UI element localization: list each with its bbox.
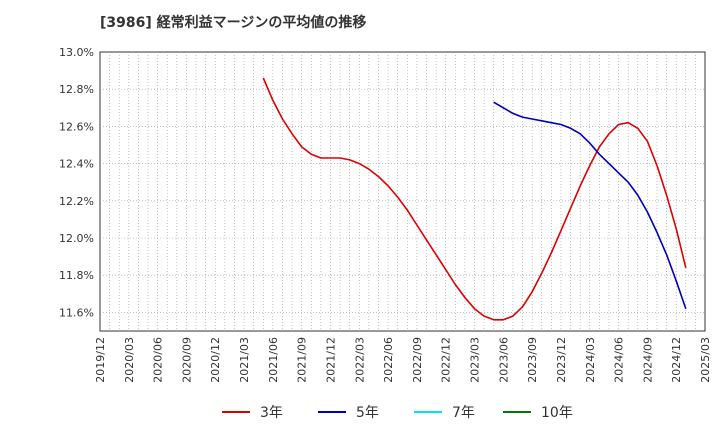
x-tick-label: 2020/03: [123, 337, 136, 383]
legend-swatch: [414, 411, 442, 413]
legend-label: 10年: [541, 405, 573, 421]
series-line-3年: [262, 77, 687, 321]
y-axis: 13.0% 12.8% 12.6% 12.4% 12.2% 12.0% 11.8% 11.6%: [59, 46, 94, 319]
x-tick-label: 2024/12: [670, 337, 683, 383]
y-tick-label: 11.6%: [59, 306, 94, 319]
legend-label: 3年: [260, 405, 283, 421]
series-lines: [262, 77, 687, 321]
y-tick-label: 11.8%: [59, 269, 94, 282]
y-tick-label: 13.0%: [59, 46, 94, 59]
legend-item: 3年: [222, 402, 283, 422]
legend-label: 5年: [356, 405, 379, 421]
y-tick-label: 12.4%: [59, 158, 94, 171]
legend-swatch: [222, 411, 250, 413]
y-tick-label: 12.2%: [59, 195, 94, 208]
legend-swatch: [503, 411, 531, 413]
x-tick-label: 2020/12: [209, 337, 222, 383]
x-tick-label: 2020/06: [152, 337, 165, 383]
y-tick-label: 12.6%: [59, 120, 94, 133]
x-tick-label: 2022/12: [440, 337, 453, 383]
plot-area: [99, 51, 706, 332]
series-line-5年: [493, 101, 687, 309]
x-tick-label: 2019/12: [94, 337, 107, 383]
legend-swatch: [318, 411, 346, 413]
x-tick-label: 2024/09: [641, 337, 654, 383]
y-tick-label: 12.8%: [59, 83, 94, 96]
grid: [100, 52, 705, 331]
x-tick-label: 2024/06: [613, 337, 626, 383]
x-tick-label: 2023/03: [469, 337, 482, 383]
x-tick-label: 2020/09: [180, 337, 193, 383]
x-tick-label: 2021/09: [296, 337, 309, 383]
y-tick-label: 12.0%: [59, 232, 94, 245]
x-tick-label: 2021/06: [267, 337, 280, 383]
chart-title: [3986] 経常利益マージンの平均値の推移: [100, 15, 367, 31]
x-axis: 2019/12 2020/03 2020/06 2020/09 2020/12 2021/…: [94, 337, 712, 383]
x-tick-label: 2021/12: [324, 337, 337, 383]
x-tick-label: 2024/03: [584, 337, 597, 383]
x-tick-label: 2022/09: [411, 337, 424, 383]
x-tick-label: 2023/09: [526, 337, 539, 383]
legend-item: 10年: [503, 402, 573, 422]
legend-item: 5年: [318, 402, 379, 422]
x-tick-label: 2022/03: [353, 337, 366, 383]
x-tick-label: 2021/03: [238, 337, 251, 383]
legend: 3年 5年 7年 10年: [0, 402, 720, 426]
x-tick-label: 2023/12: [555, 337, 568, 383]
legend-label: 7年: [452, 405, 475, 421]
x-tick-label: 2025/03: [699, 337, 712, 383]
x-tick-label: 2022/06: [382, 337, 395, 383]
x-tick-label: 2023/06: [497, 337, 510, 383]
legend-item: 7年: [414, 402, 475, 422]
